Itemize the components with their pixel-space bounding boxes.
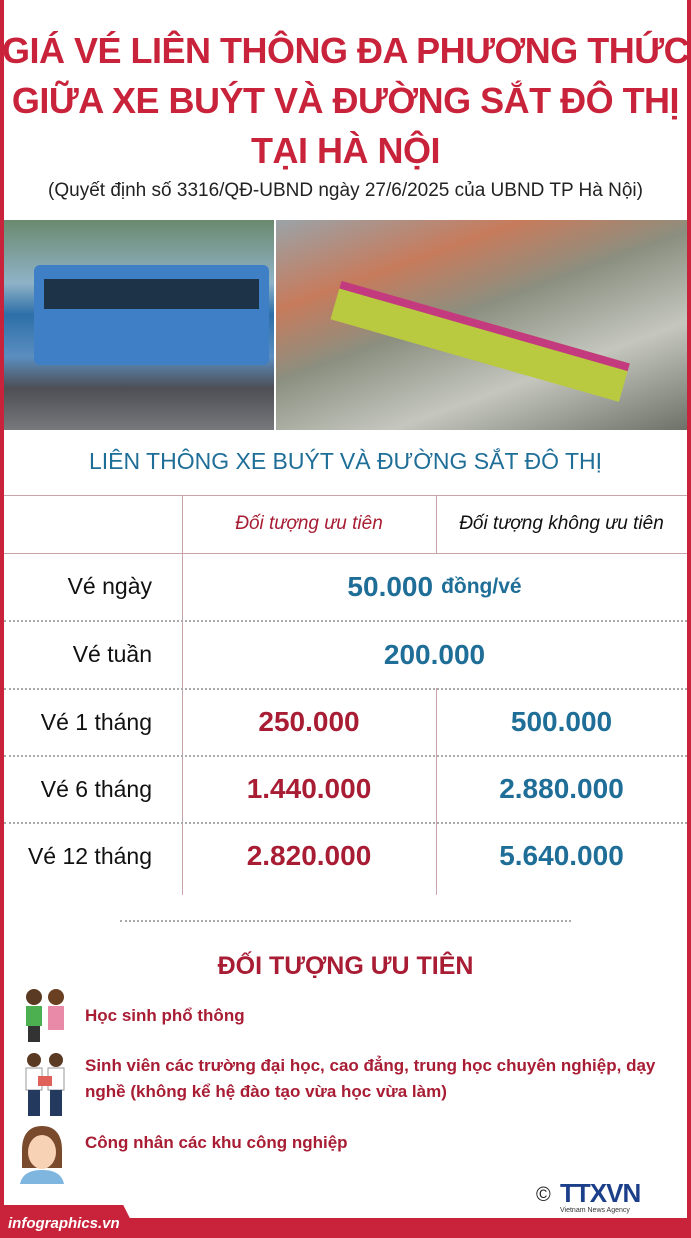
nonpriority-price: 500.000 [510, 706, 613, 737]
week-ticket-price: 200.000 [383, 638, 486, 670]
table-heading: LIÊN THÔNG XE BUÝT VÀ ĐƯỜNG SẮT ĐÔ THỊ [88, 448, 603, 474]
nonpriority-price: 5.640.000 [499, 840, 624, 871]
header-priority: Đối tượng ưu tiên [235, 513, 383, 534]
divider [4, 688, 687, 690]
title-line-1: GIÁ VÉ LIÊN THÔNG ĐA PHƯƠNG THỨC [1, 30, 690, 71]
ttxvn-logo: TTXVN Vietnam News Agency [560, 1178, 641, 1215]
subtitle: (Quyết định số 3316/QĐ-UBND ngày 27/6/20… [48, 180, 643, 201]
divider [4, 620, 687, 622]
priority-price: 250.000 [258, 706, 360, 737]
row-label: Vé 6 tháng [40, 775, 152, 802]
divider [436, 495, 437, 553]
priority-item: Học sinh phổ thông [85, 1006, 245, 1025]
price-value: 50.000 [347, 570, 434, 602]
divider [4, 755, 687, 757]
logo-subtext: Vietnam News Agency [560, 1207, 630, 1214]
footer-bar [0, 1218, 691, 1238]
nonpriority-price: 2.880.000 [499, 773, 624, 804]
priority-item: Sinh viên các trường đại học, cao đẳng, … [85, 1056, 656, 1101]
divider [182, 495, 183, 895]
section-divider [120, 920, 571, 922]
title-line-3: TẠI HÀ NỘI [251, 130, 441, 171]
priority-price: 2.820.000 [246, 840, 372, 871]
divider [4, 553, 687, 554]
day-ticket-price: 50.000 đồng/vé [182, 553, 687, 620]
site-link[interactable]: infographics.vn [0, 1205, 140, 1238]
worker-icon [20, 1126, 64, 1184]
price-unit: đồng/vé [441, 574, 522, 598]
bus-photo [4, 220, 274, 430]
row-label: Vé ngày [67, 573, 152, 599]
divider [4, 495, 687, 496]
students-icon [26, 989, 64, 1042]
row-label: Vé 12 tháng [27, 842, 152, 869]
divider [436, 688, 437, 895]
copyright-symbol: © [536, 1184, 551, 1206]
row-label: Vé 1 tháng [40, 708, 152, 735]
metro-train-photo [276, 220, 687, 430]
priority-item: Công nhân các khu công nghiệp [85, 1133, 348, 1152]
logo-text: TTXVN [560, 1178, 641, 1208]
row-label: Vé tuần [72, 641, 152, 667]
divider [4, 822, 687, 824]
priority-price: 1.440.000 [246, 773, 372, 804]
header-non-priority: Đối tượng không ưu tiên [459, 513, 664, 534]
title-line-2: GIỮA XE BUÝT VÀ ĐƯỜNG SẮT ĐÔ THỊ [11, 80, 680, 121]
priority-title: ĐỐI TƯỢNG ƯU TIÊN [217, 952, 474, 980]
university-students-icon [25, 1053, 65, 1116]
